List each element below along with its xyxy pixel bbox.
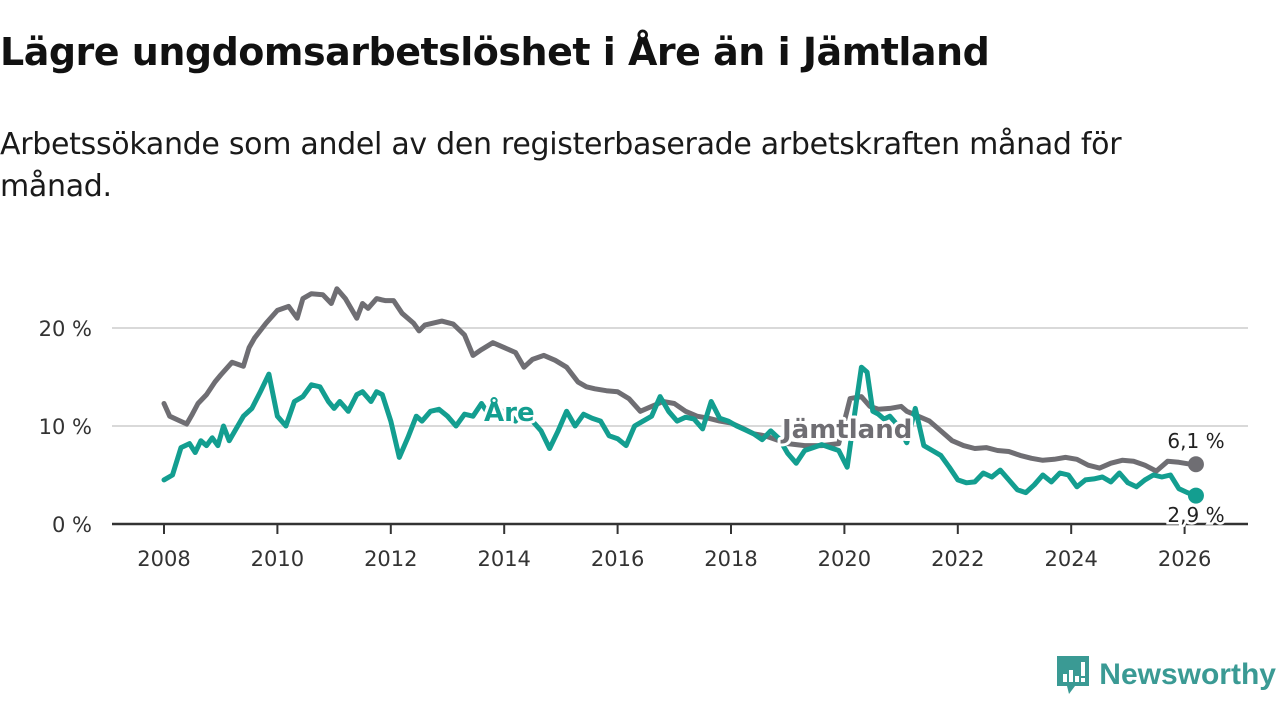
x-axis: 2008 2010 2012 2014 2016 2018 2020 2022 2024 2026 <box>112 522 1248 571</box>
series-label-are: Åre <box>484 396 535 428</box>
x-tick-label: 2022 <box>931 547 984 571</box>
brand-name: Newsworthy <box>1099 658 1276 691</box>
x-tick-label: 2026 <box>1158 547 1211 571</box>
x-tick-label: 2012 <box>364 547 417 571</box>
series-line-jämtland <box>161 286 1199 474</box>
end-label-are: 2,9 % <box>1167 503 1224 527</box>
series-label-jamtland: Jämtland <box>780 415 912 445</box>
series-labels: Åre Jämtland 6,1 % 2,9 % <box>481 393 1227 530</box>
x-tick-label: 2010 <box>251 547 304 571</box>
y-axis: 0 % 10 % 20 % <box>39 317 92 537</box>
chart-subtitle: Arbetssökande som andel av den registerb… <box>0 127 1122 204</box>
y-tick-label: 0 % <box>52 513 92 537</box>
x-tick-label: 2008 <box>137 547 190 571</box>
series-lines <box>161 286 1199 499</box>
newsworthy-logo-icon <box>1057 656 1090 694</box>
series-line-åre <box>161 364 1199 499</box>
x-tick-label: 2014 <box>477 547 530 571</box>
x-tick-label: 2020 <box>818 547 871 571</box>
x-tick-label: 2016 <box>591 547 644 571</box>
x-tick-label: 2018 <box>704 547 757 571</box>
end-point-åre <box>1187 487 1204 504</box>
x-tick-label: 2024 <box>1044 547 1097 571</box>
end-label-jamtland: 6,1 % <box>1167 429 1224 453</box>
chart-title: Lägre ungdomsarbetslöshet i Åre än i Jäm… <box>0 30 990 74</box>
newsworthy-logo: Newsworthy <box>1055 654 1276 696</box>
y-tick-label: 20 % <box>39 317 92 341</box>
end-point-jämtland <box>1187 456 1204 473</box>
y-tick-label: 10 % <box>39 415 92 439</box>
gridlines <box>112 327 1248 427</box>
